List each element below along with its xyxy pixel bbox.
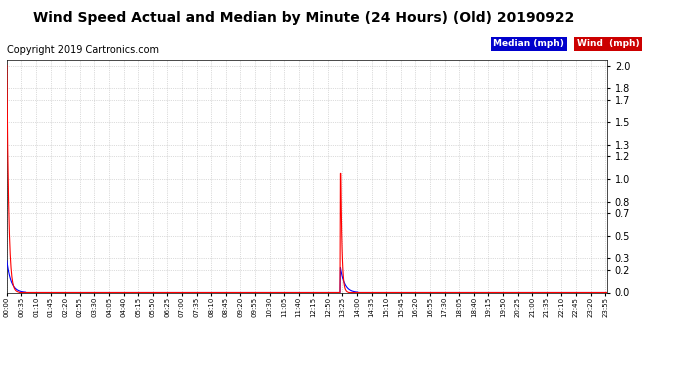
Text: Wind Speed Actual and Median by Minute (24 Hours) (Old) 20190922: Wind Speed Actual and Median by Minute (… bbox=[33, 11, 574, 25]
Text: Wind  (mph): Wind (mph) bbox=[577, 39, 640, 48]
Text: Median (mph): Median (mph) bbox=[493, 39, 564, 48]
Text: Copyright 2019 Cartronics.com: Copyright 2019 Cartronics.com bbox=[7, 45, 159, 55]
